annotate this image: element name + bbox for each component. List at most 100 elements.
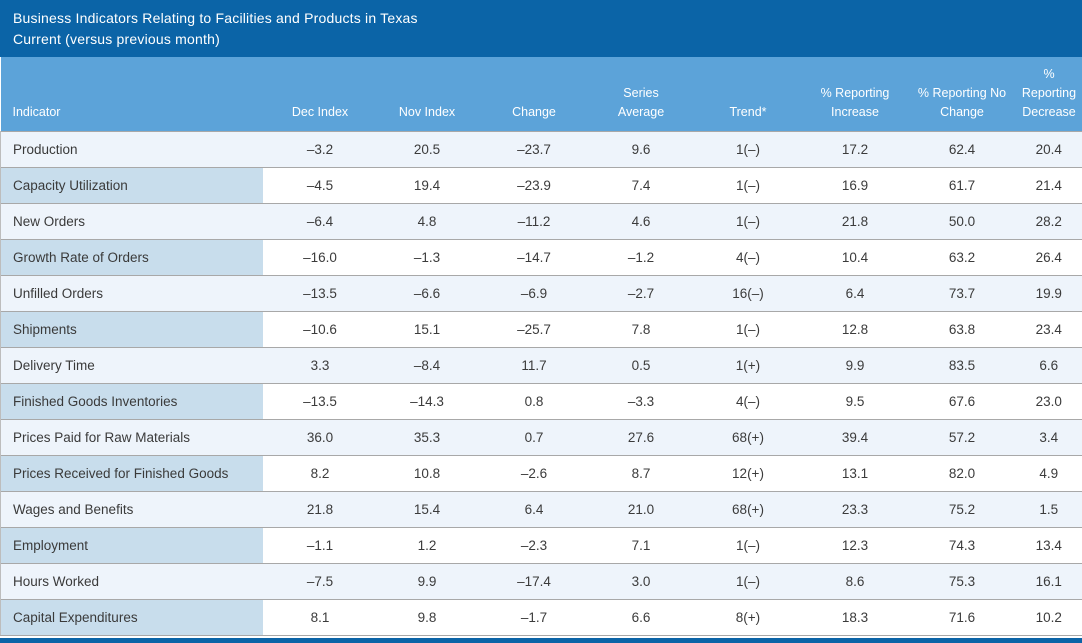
table-cell: –1.7: [481, 599, 588, 635]
table-cell: –1.2: [588, 239, 695, 275]
table-cell: 23.4: [1016, 311, 1082, 347]
table-cell: 0.7: [481, 419, 588, 455]
table-cell: 74.3: [909, 527, 1016, 563]
table-cell: 7.4: [588, 167, 695, 203]
table-cell: –2.3: [481, 527, 588, 563]
column-header: % Reporting Increase: [802, 57, 909, 131]
table-cell: 50.0: [909, 203, 1016, 239]
table-cell: 21.8: [802, 203, 909, 239]
table-cell: 10.8: [374, 455, 481, 491]
table-cell: 20.5: [374, 131, 481, 167]
table-cell: 20.4: [1016, 131, 1082, 167]
table-cell: 7.1: [588, 527, 695, 563]
table-cell: 16.1: [1016, 563, 1082, 599]
table-cell: 4(–): [695, 239, 802, 275]
row-label: Growth Rate of Orders: [1, 239, 263, 275]
table-cell: 35.3: [374, 419, 481, 455]
row-label: Prices Received for Finished Goods: [1, 455, 263, 491]
table-cell: 15.4: [374, 491, 481, 527]
table-cell: 10.2: [1016, 599, 1082, 635]
table-cell: –17.4: [481, 563, 588, 599]
table-cell: –8.4: [374, 347, 481, 383]
column-header: Series Average: [588, 57, 695, 131]
row-label: Delivery Time: [1, 347, 263, 383]
column-header: Nov Index: [374, 57, 481, 131]
column-header: Dec Index: [267, 57, 374, 131]
table-cell: 1(–): [695, 311, 802, 347]
table-cell: –10.6: [267, 311, 374, 347]
table-cell: 82.0: [909, 455, 1016, 491]
table-cell: –13.5: [267, 275, 374, 311]
column-header: Change: [481, 57, 588, 131]
row-label: Prices Paid for Raw Materials: [1, 419, 263, 455]
table-cell: 13.4: [1016, 527, 1082, 563]
table-cell: –3.3: [588, 383, 695, 419]
table-cell: 6.4: [802, 275, 909, 311]
table-cell: 63.8: [909, 311, 1016, 347]
table-cell: 6.6: [1016, 347, 1082, 383]
row-label: Production: [1, 131, 263, 167]
table-cell: 12(+): [695, 455, 802, 491]
table-cell: 18.3: [802, 599, 909, 635]
row-label: Unfilled Orders: [1, 275, 263, 311]
table-cell: –1.3: [374, 239, 481, 275]
table-cell: 1(+): [695, 347, 802, 383]
table-cell: 19.4: [374, 167, 481, 203]
row-label: Finished Goods Inventories: [1, 383, 263, 419]
row-label: Hours Worked: [1, 563, 263, 599]
table-cell: 1(–): [695, 203, 802, 239]
table-title: Business Indicators Relating to Faciliti…: [13, 8, 1082, 29]
row-label: New Orders: [1, 203, 263, 239]
table-cell: 4.9: [1016, 455, 1082, 491]
table-cell: –3.2: [267, 131, 374, 167]
table-cell: 26.4: [1016, 239, 1082, 275]
table-cell: 9.8: [374, 599, 481, 635]
table-cell: –1.1: [267, 527, 374, 563]
table-cell: –6.4: [267, 203, 374, 239]
table-cell: 9.9: [802, 347, 909, 383]
table-cell: 12.3: [802, 527, 909, 563]
table-subtitle: Current (versus previous month): [13, 29, 1082, 50]
table-cell: 75.3: [909, 563, 1016, 599]
table-cell: –11.2: [481, 203, 588, 239]
table-cell: –6.6: [374, 275, 481, 311]
table-cell: 16.9: [802, 167, 909, 203]
table-cell: 83.5: [909, 347, 1016, 383]
column-header: Indicator: [1, 57, 263, 131]
table-cell: –23.7: [481, 131, 588, 167]
table-cell: –16.0: [267, 239, 374, 275]
table-cell: 6.4: [481, 491, 588, 527]
table-cell: 73.7: [909, 275, 1016, 311]
table-cell: 9.5: [802, 383, 909, 419]
table-cell: 23.0: [1016, 383, 1082, 419]
bottom-bar: [0, 638, 1082, 643]
table-cell: 1(–): [695, 131, 802, 167]
table-cell: 19.9: [1016, 275, 1082, 311]
table-cell: 71.6: [909, 599, 1016, 635]
table-cell: 39.4: [802, 419, 909, 455]
table-cell: 36.0: [267, 419, 374, 455]
table-cell: 0.5: [588, 347, 695, 383]
table-cell: 3.0: [588, 563, 695, 599]
table-cell: 61.7: [909, 167, 1016, 203]
table-cell: 13.1: [802, 455, 909, 491]
table-title-bar: Business Indicators Relating to Faciliti…: [0, 0, 1082, 57]
table-cell: 4.6: [588, 203, 695, 239]
table-cell: 63.2: [909, 239, 1016, 275]
table-cell: 7.8: [588, 311, 695, 347]
table-cell: 21.8: [267, 491, 374, 527]
table-cell: 3.3: [267, 347, 374, 383]
table-cell: –4.5: [267, 167, 374, 203]
